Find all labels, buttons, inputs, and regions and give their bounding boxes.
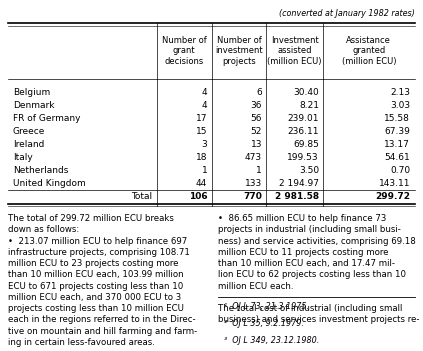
- Text: (converted at January 1982 rates): (converted at January 1982 rates): [279, 9, 415, 18]
- Text: 8.21: 8.21: [299, 101, 319, 110]
- Text: 1: 1: [256, 166, 262, 175]
- Text: 56: 56: [250, 114, 262, 123]
- Text: 13.17: 13.17: [385, 140, 410, 149]
- Text: 67.39: 67.39: [385, 127, 410, 136]
- Text: 3: 3: [201, 140, 207, 149]
- Text: 54.61: 54.61: [385, 153, 410, 162]
- Text: 106: 106: [189, 192, 207, 201]
- Text: ¹  OJ L 73, 21.3.1975.: ¹ OJ L 73, 21.3.1975.: [224, 302, 309, 311]
- Text: 36: 36: [250, 101, 262, 110]
- Text: •  86.65 million ECU to help finance 73
projects in industrial (including small : • 86.65 million ECU to help finance 73 p…: [218, 214, 419, 324]
- Text: 133: 133: [245, 179, 262, 188]
- Text: Denmark: Denmark: [13, 101, 54, 110]
- Text: 2 981.58: 2 981.58: [275, 192, 319, 201]
- Text: 143.11: 143.11: [379, 179, 410, 188]
- Text: 770: 770: [243, 192, 262, 201]
- Text: Greece: Greece: [13, 127, 45, 136]
- Text: 4: 4: [202, 88, 207, 97]
- Text: 199.53: 199.53: [287, 153, 319, 162]
- Text: Netherlands: Netherlands: [13, 166, 68, 175]
- Text: 15.58: 15.58: [385, 114, 410, 123]
- Text: 2 194.97: 2 194.97: [279, 179, 319, 188]
- Text: 15: 15: [196, 127, 207, 136]
- Text: 18: 18: [196, 153, 207, 162]
- Text: ³  OJ L 349, 23.12.1980.: ³ OJ L 349, 23.12.1980.: [224, 336, 319, 345]
- Text: 299.72: 299.72: [375, 192, 410, 201]
- Text: United Kingdom: United Kingdom: [13, 179, 85, 188]
- Text: FR of Germany: FR of Germany: [13, 114, 80, 123]
- Text: 4: 4: [202, 101, 207, 110]
- Text: Number of
investment
projects: Number of investment projects: [215, 36, 263, 66]
- Text: 3.50: 3.50: [299, 166, 319, 175]
- Text: 13: 13: [250, 140, 262, 149]
- Text: Belgium: Belgium: [13, 88, 50, 97]
- Text: 17: 17: [196, 114, 207, 123]
- Text: Ireland: Ireland: [13, 140, 44, 149]
- Text: 30.40: 30.40: [293, 88, 319, 97]
- Text: ²  OJ L 35, 9.2.1979.: ² OJ L 35, 9.2.1979.: [224, 319, 304, 328]
- Text: 2.13: 2.13: [390, 88, 410, 97]
- Text: Investment
assisted
(million ECU): Investment assisted (million ECU): [267, 36, 322, 66]
- Text: 52: 52: [251, 127, 262, 136]
- Text: Assistance
granted
(million ECU): Assistance granted (million ECU): [342, 36, 396, 66]
- Text: 44: 44: [196, 179, 207, 188]
- Text: Number of
grant
decisions: Number of grant decisions: [162, 36, 206, 66]
- Text: 473: 473: [245, 153, 262, 162]
- Text: 0.70: 0.70: [390, 166, 410, 175]
- Text: 236.11: 236.11: [288, 127, 319, 136]
- Text: The total of 299.72 million ECU breaks
down as follows:
•  213.07 million ECU to: The total of 299.72 million ECU breaks d…: [8, 214, 198, 351]
- Text: 239.01: 239.01: [288, 114, 319, 123]
- Text: 69.85: 69.85: [293, 140, 319, 149]
- Text: Total: Total: [131, 192, 152, 201]
- Text: 3.03: 3.03: [390, 101, 410, 110]
- Text: 6: 6: [256, 88, 262, 97]
- Text: Italy: Italy: [13, 153, 33, 162]
- Text: 1: 1: [201, 166, 207, 175]
